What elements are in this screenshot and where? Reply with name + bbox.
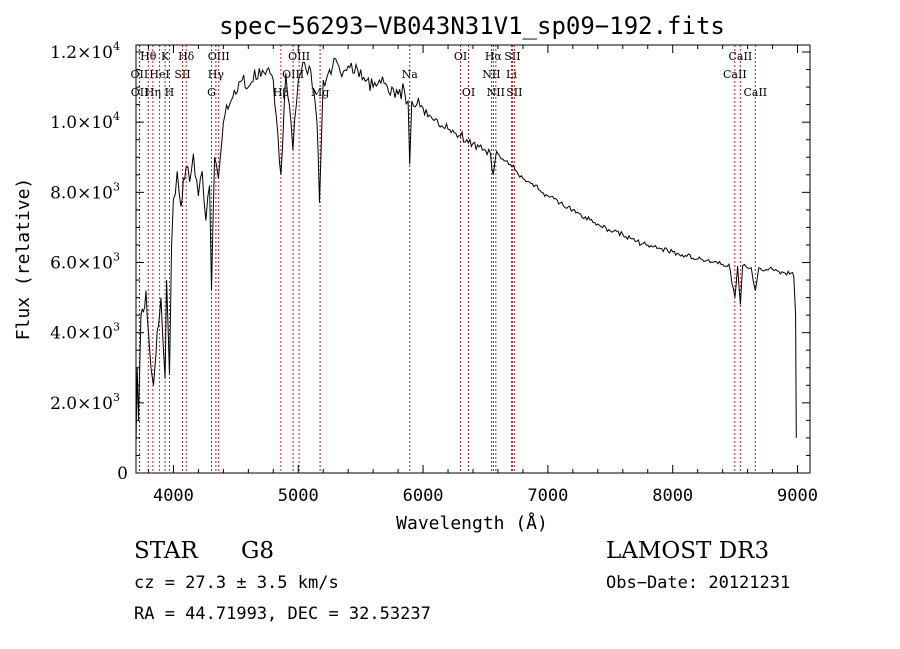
line-label: Mg	[311, 86, 329, 99]
line-label: NII	[487, 86, 505, 99]
line-label: Hγ	[208, 68, 225, 81]
plot-frame	[135, 44, 811, 474]
line-label: Hβ	[273, 86, 289, 99]
line-label: CaII	[743, 86, 767, 99]
line-label: OII	[131, 86, 149, 99]
x-axis-label: Wavelength (Å)	[396, 512, 548, 534]
line-label: OI	[462, 86, 475, 99]
x-tick-label: 5000	[278, 486, 319, 506]
line-label: Hα	[485, 50, 503, 63]
x-tick-label: 8000	[652, 486, 693, 506]
line-label: CaII	[729, 50, 753, 63]
line-label: OIII	[288, 50, 310, 63]
line-label: H	[165, 86, 175, 99]
y-axis-label: Flux (relative)	[13, 178, 34, 341]
line-label: SII	[504, 50, 520, 63]
line-label: SII	[174, 68, 190, 81]
line-label: NII	[482, 68, 500, 81]
y-tick-label: 8.0×103	[50, 180, 120, 203]
subclass-label: G8	[241, 538, 275, 564]
survey-label: LAMOST DR3	[606, 538, 770, 564]
x-tick-label: 7000	[527, 486, 568, 506]
x-tick-label: 6000	[403, 486, 444, 506]
line-label: SII	[506, 86, 522, 99]
line-label: Hη	[145, 86, 161, 99]
line-label: Na	[402, 68, 419, 81]
y-tick-label: 1.2×104	[50, 40, 120, 63]
line-label: K	[161, 50, 170, 63]
y-tick-label: 1.0×104	[50, 110, 120, 133]
coordinates: RA = 44.71993, DEC = 32.53237	[134, 604, 431, 624]
line-label: Li	[506, 68, 517, 81]
class-label: STAR	[134, 538, 198, 564]
redshift-value: cz = 27.3 ± 3.5 km/s	[134, 573, 339, 593]
axis-ticks: 4000 5000 6000 7000 8000 9000 0 2.0×103 4.0×103 6…	[50, 40, 818, 506]
line-label: CaII	[723, 68, 747, 81]
x-tick-label: 4000	[153, 486, 194, 506]
chart-title: spec−56293−VB043N31V1_sp09−192.fits	[219, 12, 725, 40]
y-tick-label: 6.0×103	[50, 251, 120, 274]
line-label: HeI	[149, 68, 169, 81]
obs-date: Obs−Date: 20121231	[606, 573, 791, 593]
spectrum-line	[135, 57, 797, 445]
y-tick-label: 4.0×103	[50, 321, 120, 344]
x-tick-label: 9000	[777, 486, 818, 506]
y-tick-label: 0	[117, 464, 128, 484]
line-label: OIII	[208, 50, 230, 63]
line-label: G	[207, 86, 216, 99]
y-tick-label: 2.0×103	[50, 391, 120, 414]
line-label: Hδ	[178, 50, 195, 63]
line-label: OI	[454, 50, 467, 63]
